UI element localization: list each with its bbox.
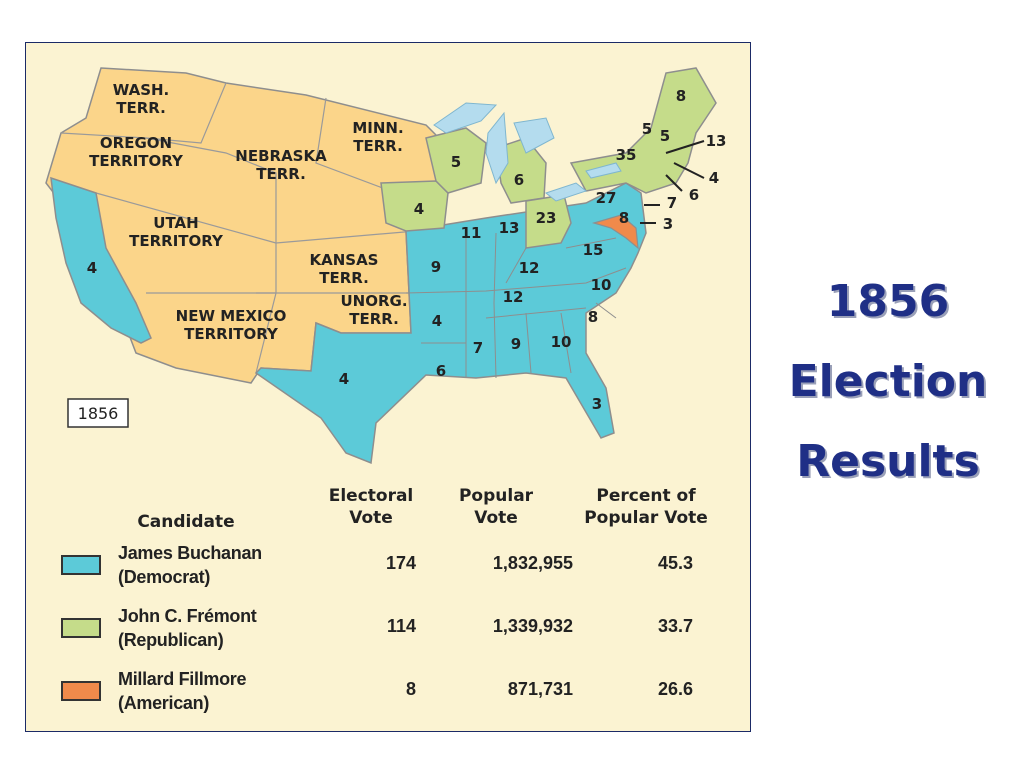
- votes-IA: 4: [414, 200, 424, 218]
- votes-MI: 6: [514, 171, 524, 189]
- candidate-name-text: John C. Frémont: [118, 606, 257, 626]
- year-box: [67, 398, 129, 428]
- year-box-label: 1856: [78, 404, 119, 423]
- electoral-vote-cell: 174: [385, 553, 416, 573]
- territory-label-minn: MINN. TERR.: [352, 119, 403, 155]
- territory-label-kansas: KANSAS TERR.: [309, 251, 378, 287]
- votes-VA: 15: [583, 241, 604, 259]
- votes-MS: 7: [473, 339, 483, 357]
- header-electoral-line2: Vote: [349, 508, 393, 528]
- state-california: [50, 176, 152, 344]
- votes-NY: 35: [616, 146, 637, 164]
- votes-LA: 6: [436, 362, 446, 380]
- territory-label-unorg: UNORG. TERR.: [340, 292, 407, 328]
- color-swatch-american: [61, 681, 101, 701]
- territory-borders: [60, 82, 437, 374]
- votes-AL: 9: [511, 335, 521, 353]
- percent-cell: 26.6: [657, 679, 693, 699]
- democratic-south: [254, 182, 647, 465]
- color-swatch-republican: [61, 618, 101, 638]
- votes-VT: 5: [642, 120, 652, 138]
- header-candidate: Candidate: [137, 512, 235, 532]
- votes-MA: 13: [706, 132, 727, 150]
- votes-WI: 5: [451, 153, 461, 171]
- votes-MO: 9: [431, 258, 441, 276]
- votes-MD: 8: [619, 209, 629, 227]
- territory-label-wash: WASH. TERR.: [113, 81, 170, 117]
- republican-northeast: [569, 67, 717, 194]
- popular-vote-cell: 871,731: [507, 679, 573, 699]
- color-swatch-democrat: [61, 555, 101, 575]
- candidate-party-text: (Democrat): [118, 567, 211, 587]
- votes-AR: 4: [432, 312, 442, 330]
- votes-ME: 8: [676, 87, 686, 105]
- title-line-election: Election: [788, 356, 988, 407]
- results-table: Candidate Electoral Vote Popular Vote Pe…: [26, 483, 750, 733]
- electoral-vote-cell: 114: [386, 616, 416, 636]
- candidate-party-text: (Republican): [118, 630, 224, 650]
- candidate-name-text: Millard Fillmore: [118, 669, 247, 689]
- votes-OH: 23: [536, 209, 557, 227]
- election-map: WASH. TERR. OREGON TERRITORY NEBRASKA TERR.…: [45, 67, 727, 465]
- votes-CT: 6: [689, 186, 699, 204]
- votes-TN: 12: [503, 288, 524, 306]
- candidate-row-fillmore: Millard Fillmore (American) 8 871,731 26…: [56, 667, 736, 723]
- candidate-row-buchanan: James Buchanan (Democrat) 174 1,832,955 …: [56, 541, 736, 597]
- votes-IL: 11: [461, 224, 482, 242]
- popular-vote-cell: 1,832,955: [492, 553, 573, 573]
- header-electoral-vote: Electoral Vote: [311, 485, 431, 529]
- header-percent-popular-vote: Percent of Popular Vote: [571, 485, 721, 529]
- title-line-year: 1856: [826, 276, 950, 327]
- territory-label-utah: UTAH TERRITORY: [129, 214, 224, 250]
- votes-RI: 4: [709, 169, 719, 187]
- header-electoral-line1: Electoral: [328, 486, 414, 506]
- votes-IN: 13: [499, 219, 520, 237]
- votes-GA: 10: [551, 333, 572, 351]
- territory-label-oregon: OREGON TERRITORY: [89, 134, 184, 170]
- territory-labels: WASH. TERR. OREGON TERRITORY NEBRASKA TERR.…: [89, 81, 407, 343]
- leader-lines: [640, 140, 705, 224]
- votes-PA: 27: [596, 189, 617, 207]
- votes-SC: 8: [588, 308, 598, 326]
- votes-DE: 3: [663, 215, 673, 233]
- percent-cell: 33.7: [657, 616, 693, 636]
- state-maryland: [591, 214, 639, 250]
- territory-label-nebraska: NEBRASKA TERR.: [235, 147, 327, 183]
- candidate-party-text: (American): [118, 693, 210, 713]
- percent-cell: 45.3: [657, 553, 693, 573]
- votes-NJ: 7: [667, 194, 677, 212]
- great-lakes: [433, 102, 622, 202]
- candidate-row-fremont: John C. Frémont (Republican) 114 1,339,9…: [56, 604, 736, 660]
- votes-FL: 3: [592, 395, 602, 413]
- votes-TX: 4: [339, 370, 349, 388]
- header-popular-line2: Vote: [474, 508, 518, 528]
- header-popular-vote: Popular Vote: [436, 485, 556, 529]
- electoral-vote-labels: 4 4 9 4 6 7 9 10 3 8 10 12 12 15 11 13 2…: [87, 87, 727, 413]
- candidate-name: John C. Frémont (Republican): [118, 604, 257, 652]
- state-wisconsin: [425, 127, 487, 194]
- candidate-name-text: James Buchanan: [118, 543, 262, 563]
- candidate-name: Millard Fillmore (American): [118, 667, 247, 715]
- votes-CA: 4: [87, 259, 97, 277]
- map-figure: WASH. TERR. OREGON TERRITORY NEBRASKA TERR.…: [25, 42, 751, 732]
- header-percent-line1: Percent of: [596, 486, 696, 506]
- popular-vote-cell: 1,339,932: [492, 616, 573, 636]
- votes-KY: 12: [519, 259, 540, 277]
- votes-NH: 5: [660, 127, 670, 145]
- electoral-vote-cell: 8: [405, 679, 416, 699]
- header-popular-line1: Popular: [458, 486, 534, 506]
- header-percent-line2: Popular Vote: [584, 508, 708, 528]
- votes-NC: 10: [591, 276, 612, 294]
- slide-title: 1856 Election Results: [768, 262, 1008, 502]
- title-line-results: Results: [796, 436, 980, 487]
- candidate-name: James Buchanan (Democrat): [118, 541, 262, 589]
- territory-label-new-mexico: NEW MEXICO TERRITORY: [176, 307, 287, 343]
- state-borders: [405, 232, 627, 379]
